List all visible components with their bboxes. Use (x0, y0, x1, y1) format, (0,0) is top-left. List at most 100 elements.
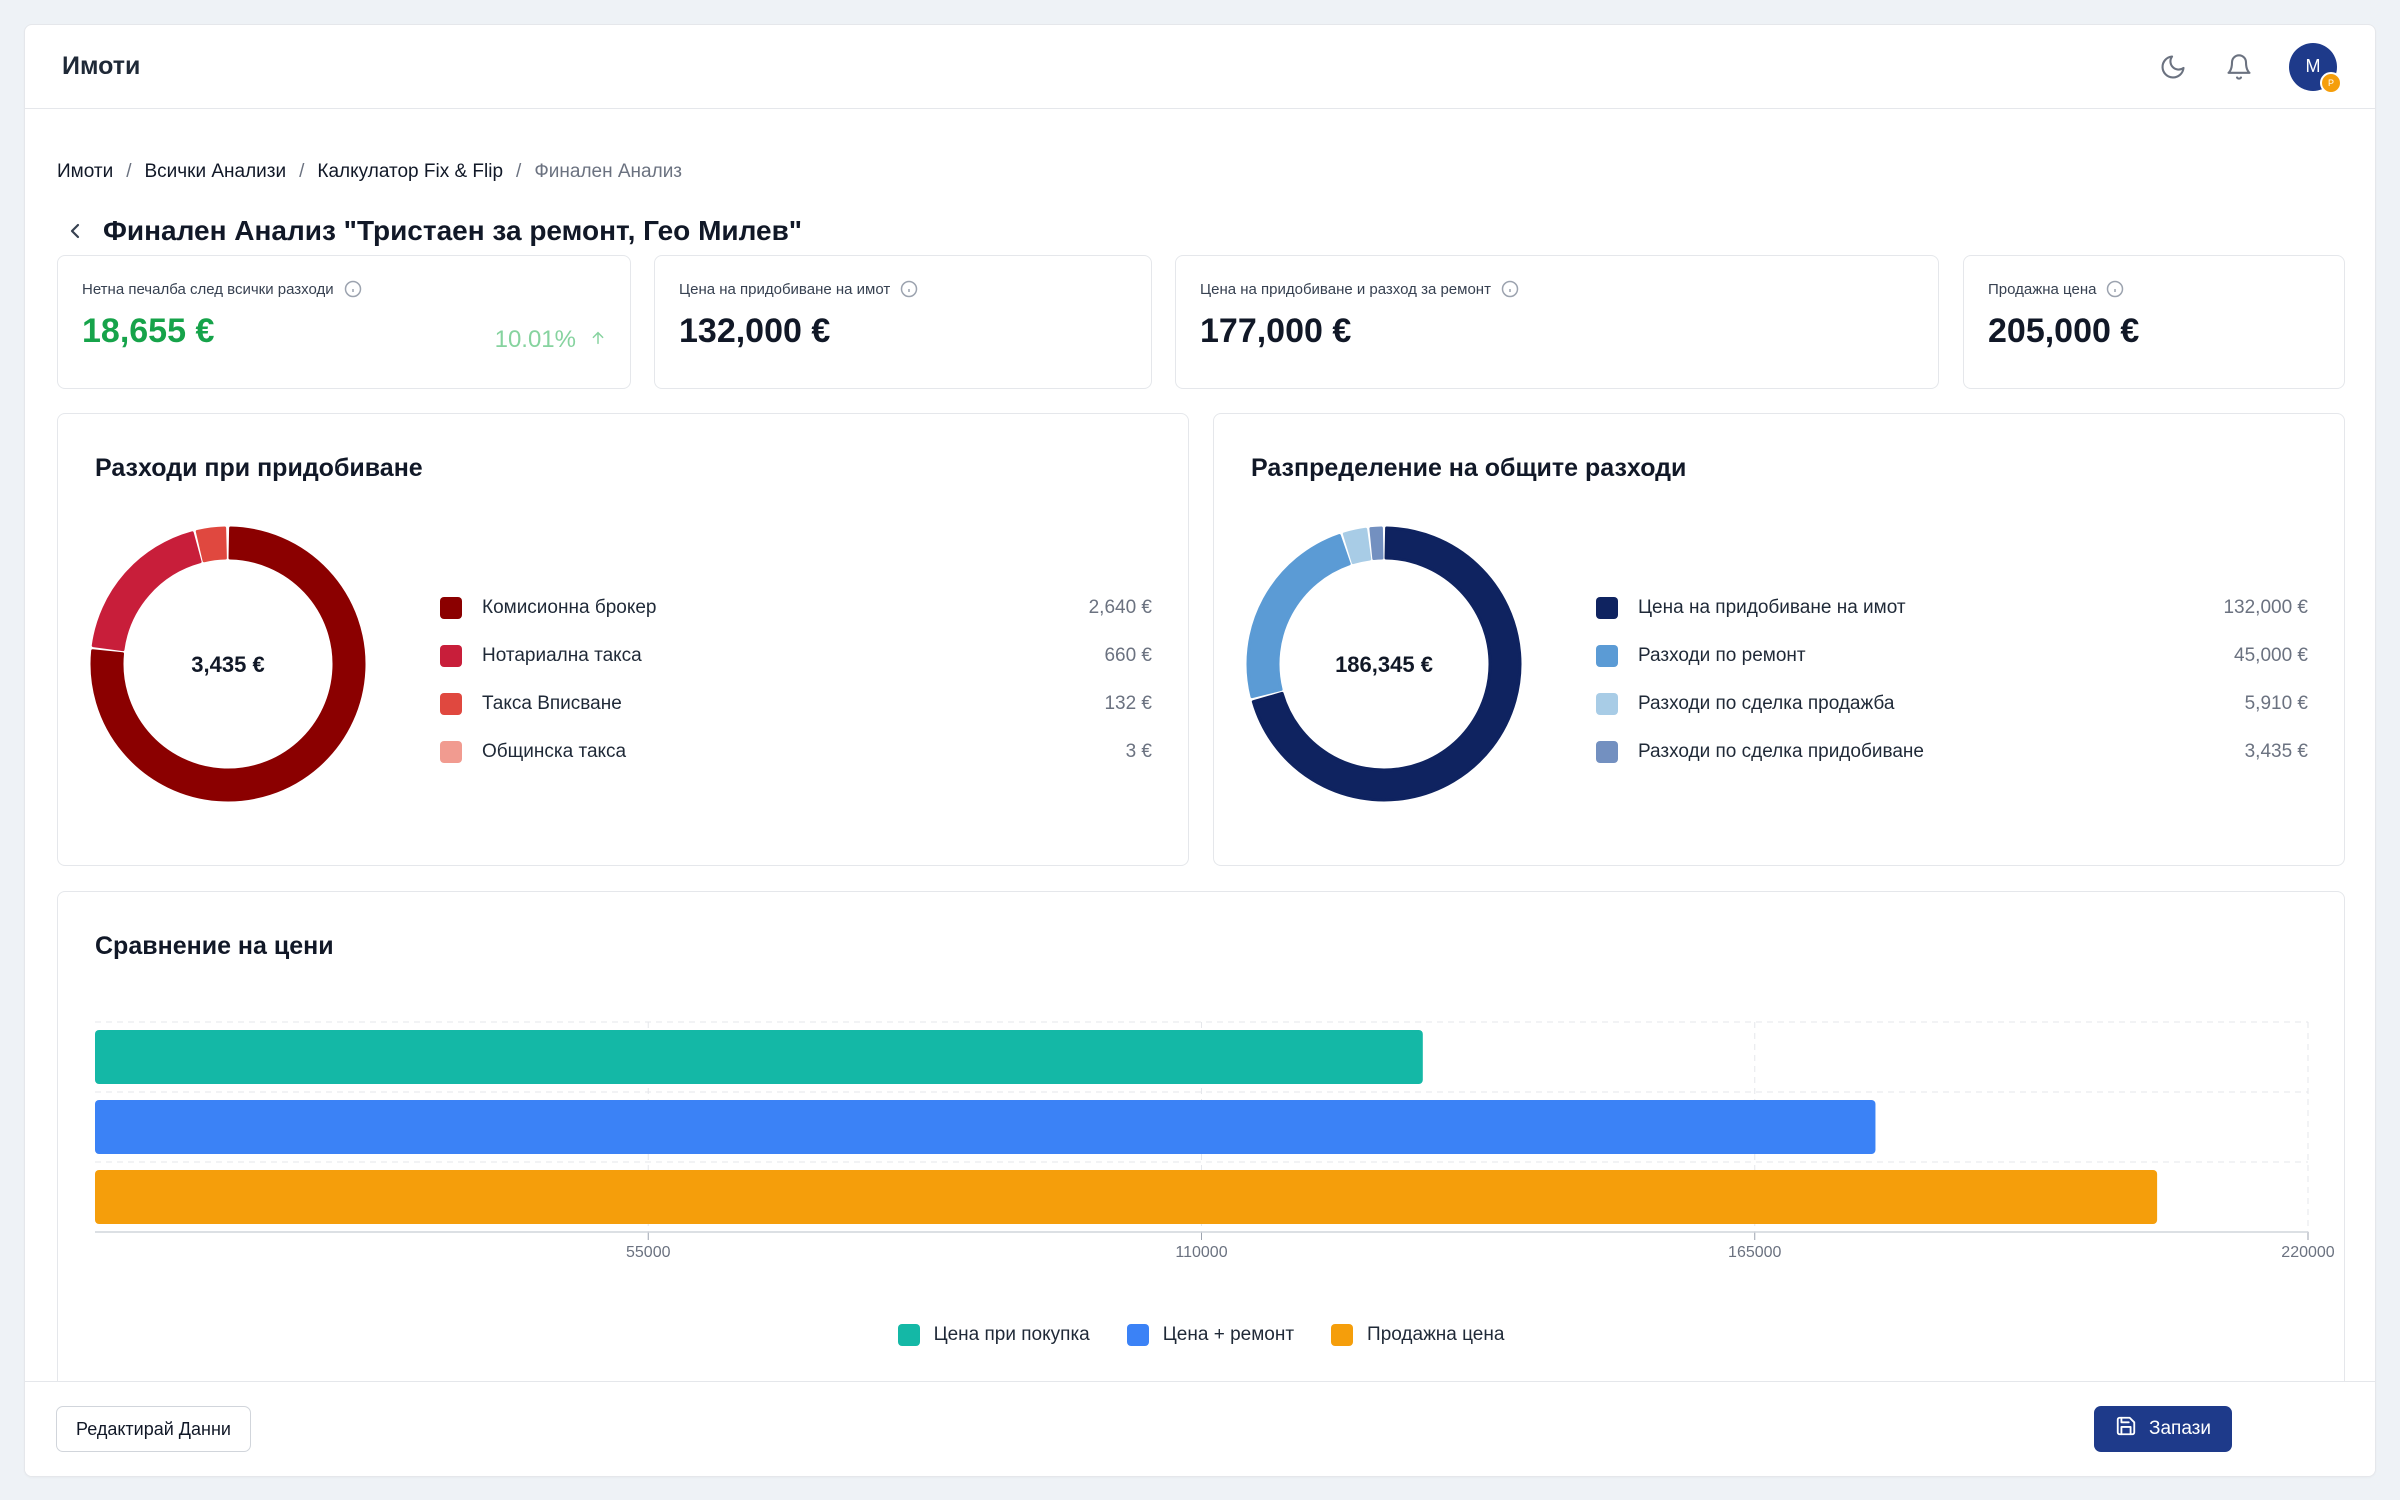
legend-label: Разходи по сделка придобиване (1638, 741, 1924, 762)
legend-value: 2,640 € (1088, 597, 1152, 618)
stat-card-sale-price: Продажна цена 205,000 € (1963, 255, 2345, 389)
donut-slice[interactable] (1342, 527, 1372, 565)
cost-distribution-panel: Разпределение на общите разходи 186,345 … (1213, 413, 2345, 866)
legend-label: Комисионна брокер (482, 597, 657, 618)
legend-swatch (440, 693, 462, 715)
legend-item[interactable]: Общинска такса 3 € (440, 728, 1152, 776)
stat-label: Цена на придобиване на имот (679, 280, 1127, 298)
breadcrumb-separator: / (299, 161, 305, 182)
legend-label: Общинска такса (482, 741, 627, 762)
panel-title: Разпределение на общите разходи (1251, 454, 1687, 482)
legend-label: Нотариална такса (482, 645, 642, 666)
bar[interactable] (95, 1030, 1423, 1084)
stat-label: Нетна печалба след всички разходи (82, 280, 606, 298)
arrow-up-icon (590, 326, 606, 354)
legend-label: Продажна цена (1367, 1324, 1505, 1345)
save-button-label: Запази (2148, 1418, 2211, 1439)
legend-item[interactable]: Такса Вписване 132 € (440, 680, 1152, 728)
stat-value: 177,000 € (1200, 312, 1352, 350)
breadcrumb-item-imoti[interactable]: Имоти (57, 161, 114, 182)
legend-label: Разходи по ремонт (1638, 645, 1806, 666)
page-title: Финален Анализ "Тристаен за ремонт, Гео … (103, 215, 803, 246)
legend-value: 3,435 € (2244, 741, 2308, 762)
legend-item[interactable]: Нотариална такса 660 € (440, 632, 1152, 680)
info-icon[interactable] (2106, 280, 2124, 298)
stat-label-text: Нетна печалба след всички разходи (82, 280, 334, 298)
x-tick-label: 220000 (2281, 1244, 2334, 1261)
stat-label: Цена на придобиване и разход за ремонт (1200, 280, 1914, 298)
legend-swatch (1596, 597, 1618, 619)
save-icon (2115, 1415, 2137, 1443)
donut-slice[interactable] (90, 526, 366, 802)
bar-legend-item[interactable]: Продажна цена (1331, 1324, 1504, 1346)
legend-swatch (897, 1324, 920, 1346)
save-button[interactable]: Запази (2094, 1406, 2232, 1452)
legend-item[interactable]: Разходи по сделка продажба 5,910 € (1596, 680, 2308, 728)
legend-value: 3 € (1125, 741, 1152, 762)
page-header: Финален Анализ "Тристаен за ремонт, Гео … (61, 215, 802, 247)
legend-swatch (440, 741, 462, 763)
info-icon[interactable] (1501, 280, 1519, 298)
app-title[interactable]: Имоти (62, 52, 141, 80)
bell-icon[interactable] (2223, 51, 2255, 83)
legend-item[interactable]: Комисионна брокер 2,640 € (440, 584, 1152, 632)
donut-center-total: 186,345 € (1335, 652, 1433, 677)
stat-value: 205,000 € (1988, 312, 2140, 350)
breadcrumb-item-calculator[interactable]: Калкулатор Fix & Flip (317, 161, 504, 182)
donut-slice[interactable] (1246, 534, 1351, 699)
legend-swatch (440, 597, 462, 619)
stat-label-text: Продажна цена (1988, 280, 2097, 298)
legend-value: 660 € (1104, 645, 1152, 666)
donut-slice[interactable] (1251, 526, 1522, 802)
topbar-actions: M P (2157, 42, 2342, 94)
legend-label: Такса Вписване (482, 693, 622, 714)
bar[interactable] (95, 1170, 2158, 1224)
breadcrumb-item-current: Финален Анализ (534, 161, 683, 182)
donut-slice[interactable] (1369, 526, 1384, 560)
x-tick-label: 110000 (1175, 1244, 1227, 1261)
breadcrumb: Имоти / Всички Анализи / Калкулатор Fix … (57, 161, 682, 183)
stat-card-net-profit: Нетна печалба след всички разходи 18,655… (57, 255, 631, 389)
footer-bar: Редактирай Данни Запази (25, 1381, 2375, 1476)
legend-swatch (1126, 1324, 1149, 1346)
stat-card-acquisition-price: Цена на придобиване на имот 132,000 € (654, 255, 1152, 389)
acquisition-donut-chart (90, 526, 366, 802)
legend-item[interactable]: Цена на придобиване на имот 132,000 € (1596, 584, 2308, 632)
legend-value: 132 € (1104, 693, 1152, 714)
price-comparison-bar-chart: 55000 110000 165000 220000 (95, 1021, 2335, 1261)
price-comparison-panel: Сравнение на цени 55000 110000 165000 22000… (57, 891, 2345, 1476)
panel-title: Сравнение на цени (95, 932, 334, 960)
legend-swatch (1596, 741, 1618, 763)
bar[interactable] (95, 1100, 1876, 1154)
info-icon[interactable] (344, 280, 362, 298)
stat-value: 132,000 € (679, 312, 831, 350)
legend-label: Цена на придобиване на имот (1638, 597, 1906, 618)
legend-item[interactable]: Разходи по ремонт 45,000 € (1596, 632, 2308, 680)
legend-swatch (1596, 645, 1618, 667)
chevron-left-icon[interactable] (61, 217, 89, 245)
stat-label-text: Цена на придобиване и разход за ремонт (1200, 280, 1491, 298)
donut-center-total: 3,435 € (191, 652, 265, 677)
stat-label: Продажна цена (1988, 280, 2320, 298)
x-tick-label: 165000 (1728, 1244, 1781, 1261)
bar-legend-item[interactable]: Цена + ремонт (1126, 1324, 1294, 1346)
donut-slice[interactable] (195, 526, 227, 563)
avatar-initial: M (2305, 56, 2321, 76)
bar-legend-item[interactable]: Цена при покупка (897, 1324, 1090, 1346)
breadcrumb-separator: / (126, 161, 132, 182)
legend-value: 45,000 € (2234, 645, 2308, 666)
info-icon[interactable] (900, 280, 918, 298)
x-tick-label: 55000 (626, 1244, 671, 1261)
edit-data-button[interactable]: Редактирай Данни (56, 1406, 251, 1452)
distribution-donut-chart (1246, 526, 1522, 802)
legend-swatch (440, 645, 462, 667)
donut-slice[interactable] (91, 531, 202, 652)
legend-swatch (1331, 1324, 1354, 1346)
legend-item[interactable]: Разходи по сделка придобиване 3,435 € (1596, 728, 2308, 776)
breadcrumb-separator: / (516, 161, 522, 182)
avatar[interactable]: M P (2289, 42, 2342, 94)
avatar-badge: P (2320, 71, 2342, 94)
breadcrumb-item-all-analyses[interactable]: Всички Анализи (144, 161, 287, 182)
legend-value: 5,910 € (2244, 693, 2308, 714)
moon-icon[interactable] (2157, 51, 2189, 83)
